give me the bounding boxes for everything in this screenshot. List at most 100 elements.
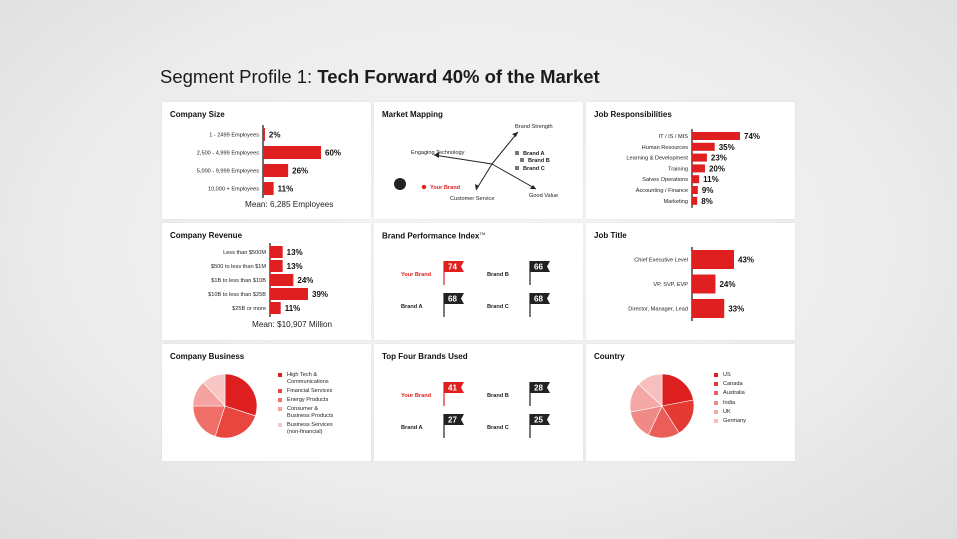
legend-swatch — [714, 391, 718, 396]
axis-label-good-value: Good Value — [529, 193, 558, 199]
flag-brand-label: Your Brand — [401, 272, 432, 278]
flag-value: 41 — [448, 383, 457, 392]
bar-value-label: 43% — [738, 256, 754, 265]
legend-item: Germany — [714, 418, 784, 425]
brand-marker — [520, 158, 524, 162]
flag-shape — [444, 261, 464, 272]
flag-value: 68 — [534, 294, 543, 303]
title-prefix: Segment Profile 1: — [160, 66, 313, 87]
bar-value-label: 13% — [287, 262, 303, 271]
bar-category-label: 5,000 - 9,999 Employees — [197, 169, 259, 175]
company-revenue-mean: Mean: $10,907 Million — [252, 320, 333, 329]
bar-value-label: 26% — [292, 167, 308, 176]
legend-item: Financial Services — [278, 388, 368, 395]
brand-performance-flags: 74 Your Brand 66 Brand B 68 Brand A 68 Brand C — [401, 261, 550, 317]
bar — [263, 164, 289, 177]
bar-category-label: Salves Operations — [642, 177, 688, 183]
pie-slice — [661, 373, 694, 407]
flag-brand-label: Brand C — [487, 304, 509, 310]
arrow-icon — [512, 132, 518, 137]
bar-category-label: $500 to less than $1M — [211, 264, 266, 270]
bar — [692, 153, 707, 162]
bar-value-label: 24% — [719, 280, 735, 289]
legend-item: Australia — [714, 390, 784, 397]
legend-swatch — [278, 388, 282, 393]
flag-value: 68 — [448, 294, 457, 303]
bar-value-label: 8% — [701, 197, 713, 206]
bar-category-label: 1 - 2499 Employees — [209, 133, 259, 139]
your-brand-label: Your Brand — [430, 185, 461, 191]
bar-category-label: 2,500 - 4,999 Employees — [197, 151, 259, 157]
bar — [692, 132, 740, 140]
axis-line — [491, 131, 519, 165]
bar-value-label: 9% — [702, 186, 714, 195]
bar-category-label: Accounting / Finance — [636, 188, 688, 194]
legend-label: High Tech & Communications — [287, 372, 329, 385]
legend-item: India — [714, 400, 784, 407]
bar-category-label: Learning & Development — [626, 156, 688, 162]
axis-line — [433, 154, 493, 165]
pie-slice — [202, 373, 226, 407]
bar-category-label: Training — [668, 166, 688, 172]
legend-swatch — [278, 397, 282, 402]
panel-title: Country — [594, 352, 625, 361]
flag-shape — [444, 382, 464, 393]
pie-slice — [638, 373, 663, 407]
legend-label: Financial Services — [287, 387, 333, 394]
pie-slice — [214, 405, 256, 439]
legend-item: Canada — [714, 381, 784, 388]
pie-slice — [224, 373, 258, 417]
flag-shape — [530, 261, 550, 272]
bar-category-label: Marketing — [663, 199, 688, 205]
panel-title: Company Revenue — [170, 231, 243, 240]
legend-swatch — [714, 400, 718, 405]
market-dot — [394, 178, 406, 190]
bar-value-label: 11% — [285, 304, 301, 313]
bar-category-label: $1B to less than $10B — [211, 278, 266, 284]
flag-shape — [530, 382, 550, 393]
axis-label-customer-service: Customer Service — [450, 196, 494, 202]
legend-label: Consumer & Business Products — [287, 406, 334, 419]
panel-country: Country US Canada Australia India UK Germany — [586, 344, 795, 461]
arrow-icon — [434, 152, 439, 158]
company-business-legend: High Tech & Communications Financial Serv… — [278, 372, 368, 438]
bar-category-label: 10,000 + Employees — [208, 187, 259, 193]
flag-brand-label: Your Brand — [401, 393, 432, 399]
flag-value: 25 — [534, 415, 543, 424]
panel-job-responsibilities: Job Responsibilities IT / IS / MIS 74% Hum… — [586, 102, 795, 219]
bar-value-label: 2% — [269, 131, 281, 140]
legend-swatch — [278, 373, 282, 377]
pie-slice — [192, 405, 226, 437]
panel-company-business: Company Business High Tech & Communicati… — [162, 344, 371, 461]
panel-title: Market Mapping — [382, 110, 443, 119]
bar — [692, 299, 725, 318]
brand-b-label: Brand B — [528, 158, 550, 164]
legend-swatch — [714, 373, 718, 377]
country-legend: US Canada Australia India UK Germany — [714, 372, 784, 427]
bar-category-label: Director, Manager, Lead — [628, 307, 688, 313]
flag-brand-label: Brand B — [487, 272, 509, 278]
bar-value-label: 33% — [728, 305, 744, 314]
panel-market-mapping: Market Mapping Brand Strength Engaging T… — [374, 102, 583, 219]
bar-category-label: $25B or more — [232, 306, 266, 312]
bar — [692, 196, 698, 205]
legend-label: Australia — [723, 390, 745, 397]
bar-value-label: 60% — [325, 149, 341, 158]
arrow-icon — [530, 185, 536, 189]
bar-category-label: $10B to less than $25B — [208, 292, 266, 298]
legend-swatch — [278, 422, 282, 427]
brand-marker — [515, 151, 519, 155]
country-pie — [629, 373, 695, 439]
legend-label: Energy Products — [287, 396, 329, 403]
legend-swatch — [714, 409, 718, 414]
bar-category-label: IT / IS / MIS — [659, 134, 689, 140]
bar — [692, 274, 716, 294]
legend-label: Business Services (non-financial) — [287, 421, 333, 435]
flag-brand-label: Brand B — [487, 393, 509, 399]
legend-item: Energy Products — [278, 397, 368, 404]
legend-swatch — [714, 418, 718, 423]
panel-title: Company Size — [170, 110, 225, 119]
bar-category-label: VP, SVP, EVP — [653, 282, 688, 288]
flag-brand-label: Brand A — [401, 304, 423, 310]
flag-shape — [530, 293, 550, 304]
